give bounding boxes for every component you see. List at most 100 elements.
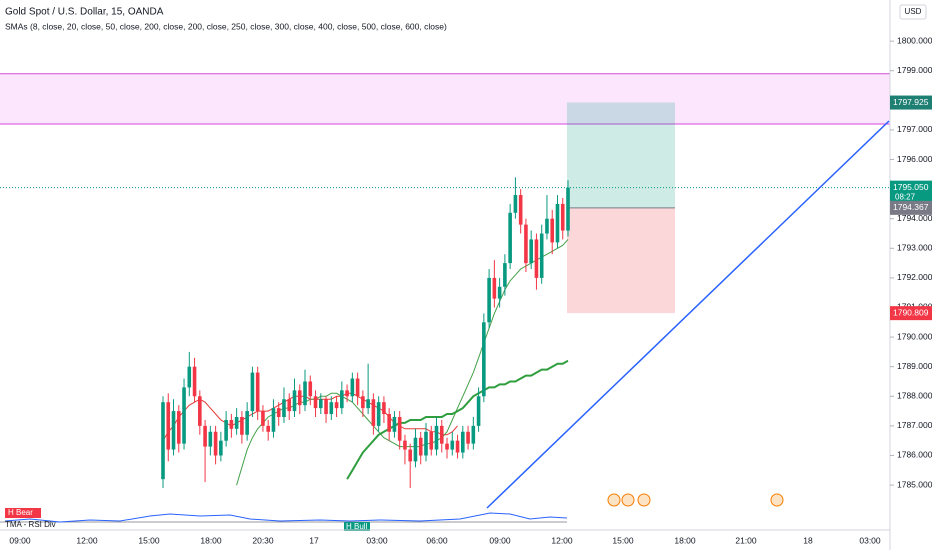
event-flags: [607, 493, 784, 507]
candle-body: [340, 390, 344, 409]
bull-label: H Bull: [346, 522, 368, 531]
candle-body: [329, 402, 334, 415]
x-tick-label: 21:00: [735, 535, 757, 545]
y-tick-label: 1790.000: [897, 331, 932, 341]
candle-body: [292, 390, 297, 412]
bear-label: H Bear: [8, 508, 33, 517]
y-tick-label: 1785.000: [897, 479, 932, 489]
candle-body: [255, 372, 260, 412]
event-flag[interactable]: [637, 493, 651, 507]
y-tick-label: 1793.000: [897, 243, 932, 253]
plot-area: [0, 73, 890, 489]
x-tick-label: 03:00: [859, 535, 881, 545]
candle-body: [471, 425, 476, 444]
candle-body: [171, 411, 176, 450]
x-tick-label: 09:00: [9, 535, 31, 545]
candle-body: [487, 277, 491, 323]
supply-zone: [0, 73, 890, 125]
candle-body: [392, 416, 397, 432]
candle-body: [266, 425, 270, 432]
candle-body: [345, 390, 349, 397]
x-tick-label: 20:30: [252, 535, 274, 545]
candle-body: [503, 263, 507, 287]
candle-body: [408, 449, 413, 462]
y-tick-label: 1792.000: [897, 272, 932, 282]
candle-body: [366, 399, 370, 409]
x-tick-label: 18: [803, 535, 813, 545]
y-tick-label: 1789.000: [897, 361, 932, 371]
entry-price-tag-box: [890, 200, 932, 215]
candle-body: [555, 203, 560, 243]
rsi-line: [4, 512, 568, 523]
symbol-title: Gold Spot / U.S. Dollar, 15, OANDA: [5, 7, 164, 18]
currency-label: USD: [905, 7, 922, 16]
candle-body: [203, 425, 207, 447]
candle-body: [234, 416, 239, 429]
candle-body: [539, 233, 544, 278]
candle-body: [376, 402, 381, 426]
trend-line: [486, 120, 890, 509]
candle-body: [445, 443, 449, 450]
candle-body: [308, 381, 313, 397]
x-tick-label: 12:00: [76, 535, 98, 545]
y-tick-label: 1799.000: [897, 65, 932, 75]
candle-body: [439, 425, 444, 444]
event-flag[interactable]: [621, 493, 635, 507]
x-tick-label: 15:00: [138, 535, 160, 545]
candle-body: [513, 195, 518, 213]
candle-body: [303, 381, 307, 406]
candle-body: [208, 431, 213, 447]
candle-body: [550, 218, 555, 243]
candle-body: [450, 440, 455, 450]
candle-body: [198, 396, 202, 426]
target-price-tag: 1797.925: [893, 97, 929, 107]
x-tick-label: 15:00: [612, 535, 634, 545]
candle-body: [382, 402, 386, 415]
candle-body: [424, 431, 428, 456]
candle-body: [476, 396, 481, 426]
countdown: 08:27: [895, 193, 916, 202]
candle-body: [176, 411, 181, 444]
candle-body: [371, 399, 376, 426]
candle-body: [355, 378, 360, 397]
event-flag[interactable]: [607, 493, 621, 507]
target-area: [567, 102, 675, 208]
candle-body: [261, 411, 265, 426]
y-tick-label: 1787.000: [897, 420, 932, 430]
candle-body: [418, 437, 423, 456]
y-tick-label: 1796.000: [897, 154, 932, 164]
candle-body: [271, 408, 276, 432]
candle-body: [276, 408, 281, 417]
candle-body: [282, 399, 286, 417]
event-flag[interactable]: [770, 493, 784, 507]
currency-button[interactable]: [899, 4, 927, 20]
candle-body: [434, 425, 439, 450]
candle-body: [318, 399, 323, 409]
candle-body: [403, 440, 407, 450]
candle-body: [324, 399, 328, 415]
candle-body: [518, 195, 523, 225]
candle-body: [245, 411, 249, 435]
candle-body: [287, 399, 292, 412]
candle-body: [166, 402, 171, 450]
y-tick-label: 1786.000: [897, 450, 932, 460]
indicator-legend: SMAs (8, close, 20, close, 50, close, 20…: [5, 21, 447, 31]
y-tick-label: 1788.000: [897, 391, 932, 401]
candle-body: [560, 203, 565, 231]
stop-price-tag: 1790.809: [893, 307, 929, 317]
candle-body: [187, 366, 192, 388]
x-tick-label: 18:00: [200, 535, 222, 545]
y-tick-label: 1800.000: [897, 35, 932, 45]
candle-body: [492, 277, 497, 299]
sma-line: [346, 359, 569, 480]
last-price-box: [890, 180, 932, 205]
candle-body: [387, 414, 391, 432]
candle-body: [161, 402, 165, 480]
bear-label-box: [5, 508, 41, 518]
candle-body: [534, 239, 539, 278]
candle-body: [397, 416, 402, 441]
candle-body: [182, 387, 186, 444]
candle-body: [240, 416, 244, 435]
candle-body: [429, 431, 434, 450]
